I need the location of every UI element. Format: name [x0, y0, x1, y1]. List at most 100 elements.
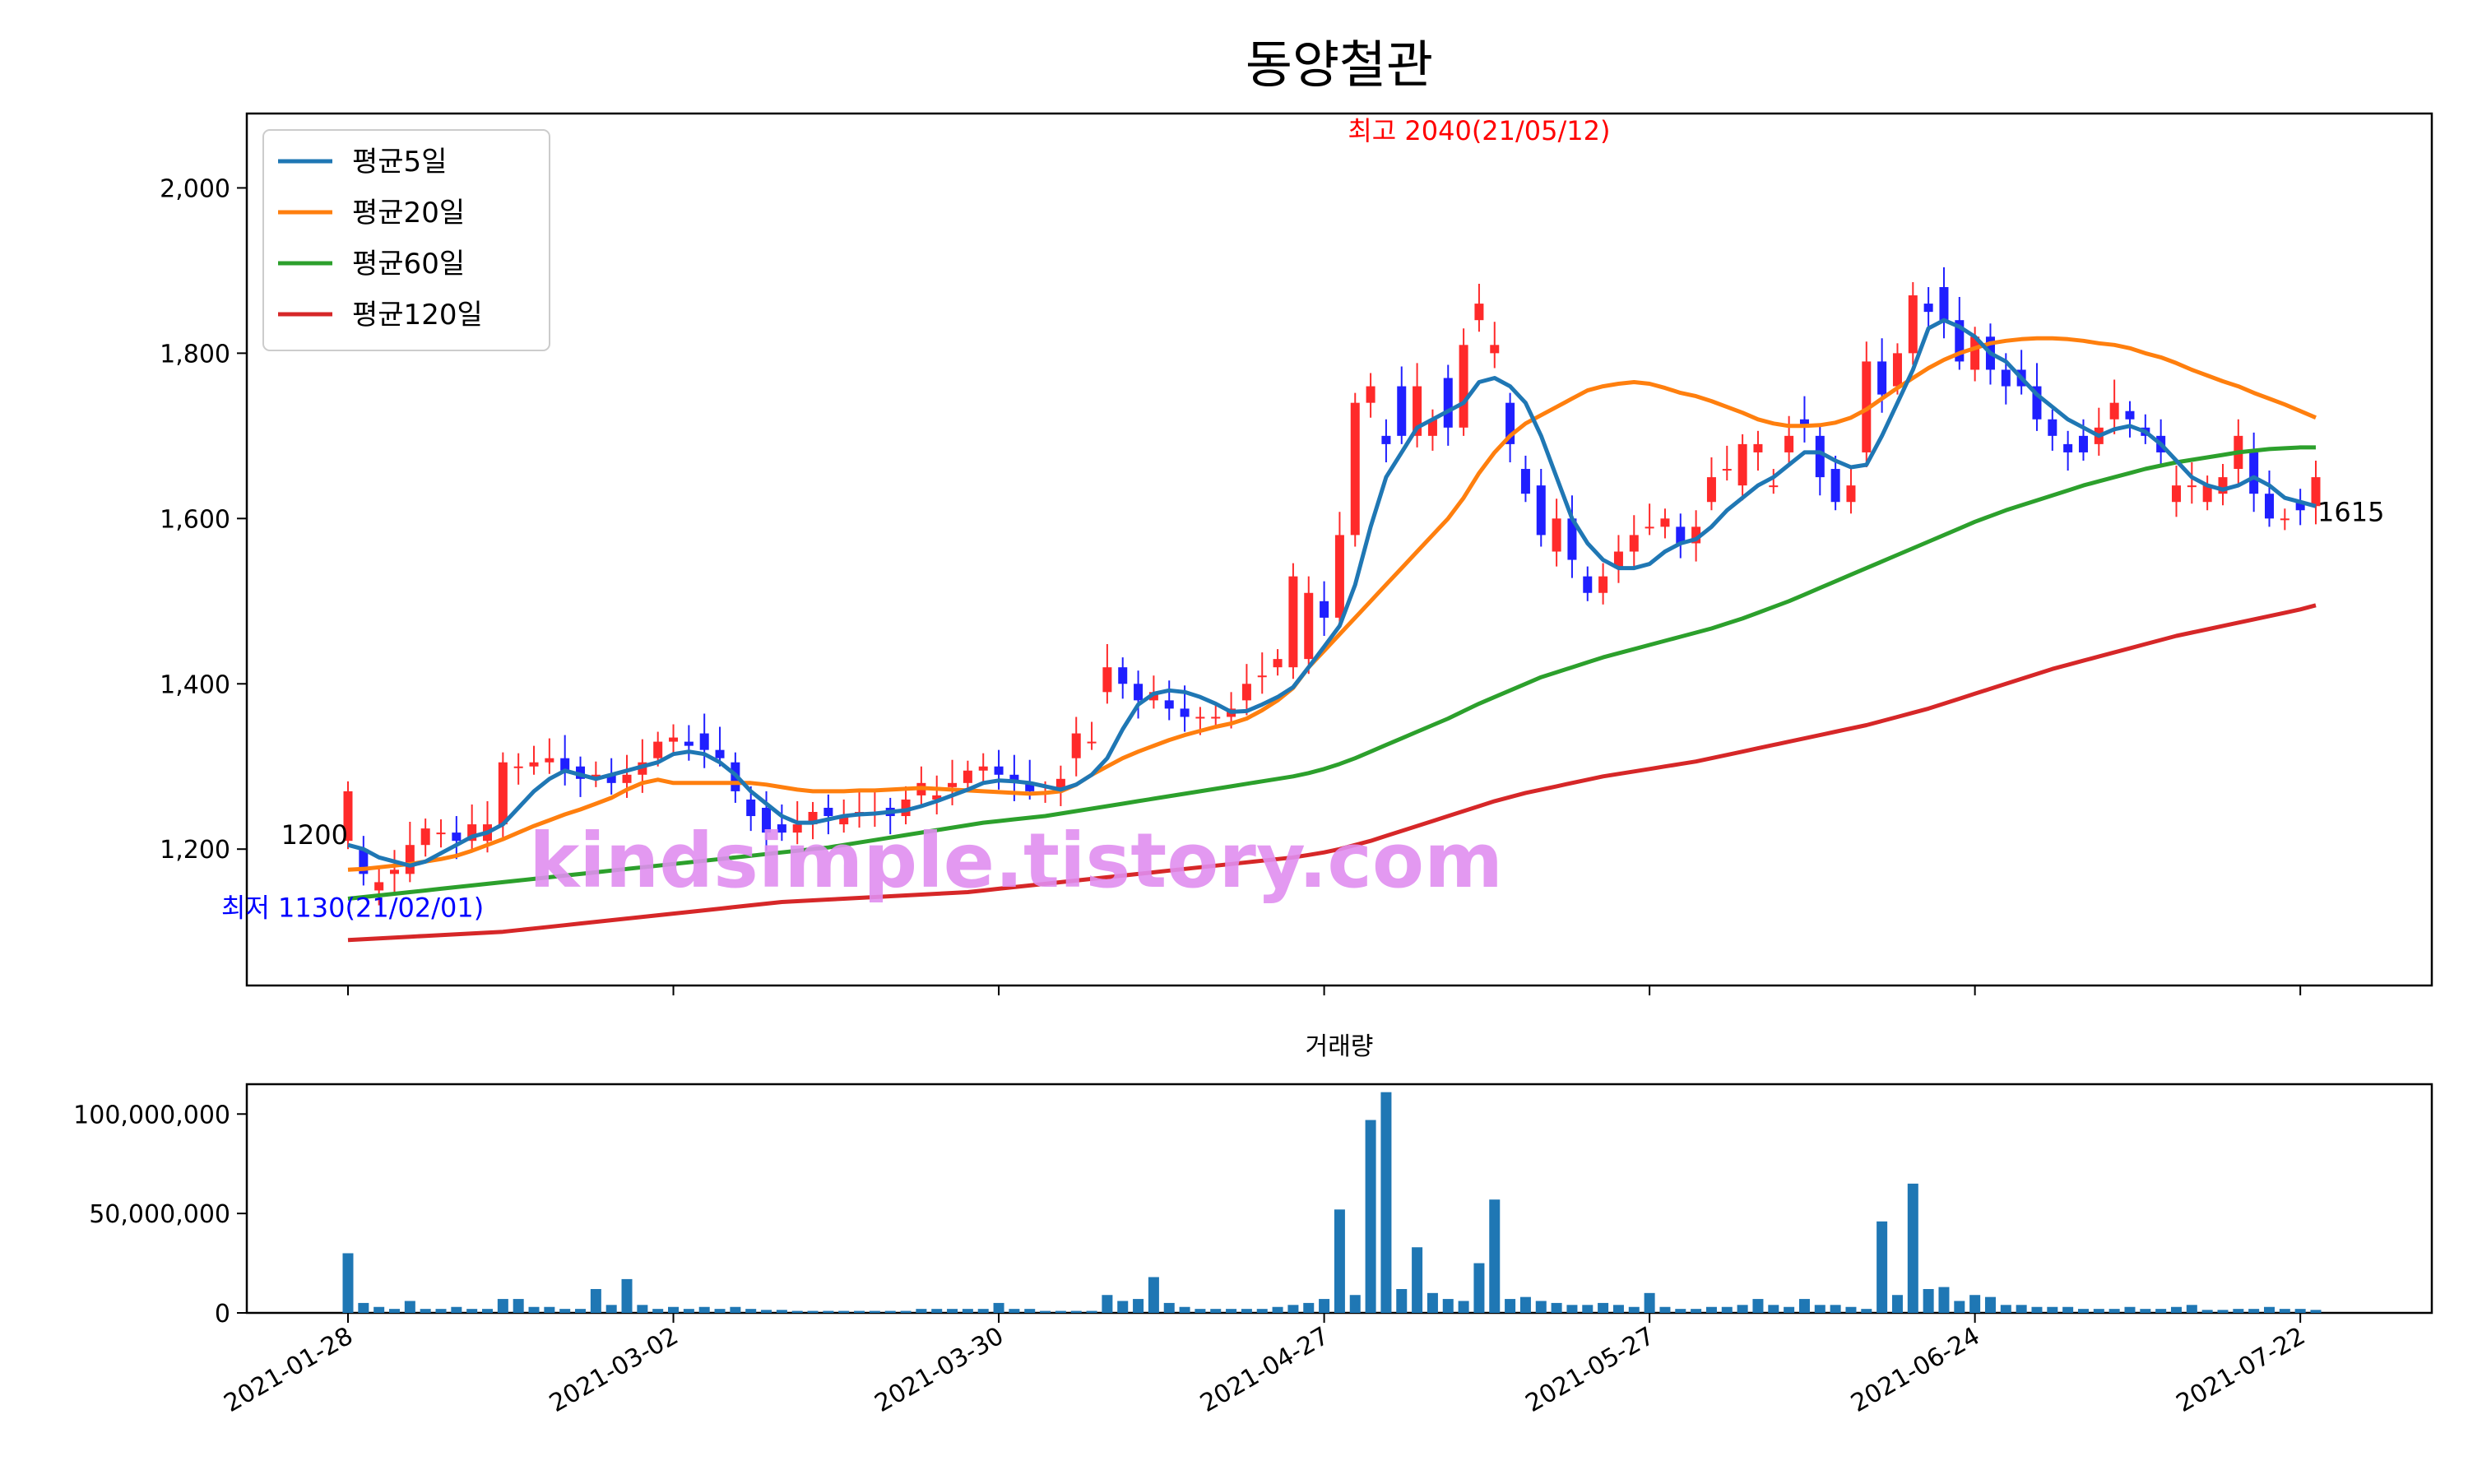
volume-bar: [2170, 1306, 2182, 1313]
x-tick-label: 2021-06-24: [1846, 1322, 1984, 1418]
candle-body: [1552, 518, 1561, 552]
candle-body: [1629, 535, 1639, 552]
volume-bar: [1102, 1295, 1113, 1313]
candle-body: [622, 774, 632, 783]
volume-bar: [1319, 1299, 1330, 1313]
volume-bar: [1798, 1299, 1810, 1313]
volume-bar: [1473, 1263, 1485, 1313]
volume-bar: [838, 1310, 850, 1313]
x-axis: 2021-01-28 2021-03-02 2021-03-30 2021-04-27…: [220, 985, 2310, 1418]
candle-body: [1474, 304, 1484, 321]
volume-bar: [1644, 1292, 1655, 1313]
volume-bar: [1551, 1302, 1562, 1313]
candle-body: [792, 824, 802, 833]
x-tick-label: 2021-07-22: [2172, 1322, 2310, 1418]
volume-bar: [652, 1309, 664, 1313]
candle-body: [498, 762, 508, 825]
ma5-line: [347, 318, 2317, 868]
volume-bar: [869, 1310, 880, 1313]
candle-body: [1691, 526, 1701, 544]
candle-body: [1180, 708, 1190, 717]
candle-body: [1241, 684, 1251, 701]
volume-bar: [1923, 1288, 1934, 1313]
volume-bar: [776, 1310, 787, 1313]
volume-bar: [1210, 1309, 1222, 1313]
volume-bar: [2047, 1306, 2058, 1313]
candle-body: [1304, 592, 1314, 660]
volume-bar: [575, 1309, 587, 1313]
volume-bar: [435, 1309, 447, 1313]
candle-body: [1505, 402, 1515, 444]
volume-bar: [1009, 1309, 1020, 1313]
candle-body: [2264, 494, 2274, 519]
candle-body: [1645, 526, 1654, 529]
candle-body: [994, 766, 1004, 775]
candle-body: [684, 741, 694, 746]
price-panel: 1,200 1,400 1,600 1,800 2,000 최고 2040(21/05/1…: [160, 112, 2433, 987]
volume-bar: [1768, 1305, 1779, 1313]
candle-body: [2001, 369, 2011, 387]
price-tick-label: 1,600: [160, 505, 230, 534]
volume-bar: [497, 1299, 508, 1313]
candle-body: [1892, 353, 1902, 387]
legend-label: 평균5일: [352, 146, 447, 179]
x-tick-label: 2021-03-02: [545, 1322, 683, 1418]
volume-bar: [962, 1309, 973, 1313]
candle-body: [1722, 469, 1732, 471]
volume-bar: [528, 1306, 540, 1313]
candle-body: [1413, 386, 1422, 436]
candle-body: [978, 766, 988, 771]
candle-body: [545, 758, 554, 763]
candle-body: [1939, 286, 1949, 321]
volume-bar: [698, 1306, 710, 1313]
volume-bar: [513, 1299, 524, 1313]
candle-body: [1366, 386, 1375, 403]
price-tick-label: 2,000: [160, 174, 230, 203]
volume-bar: [1427, 1292, 1438, 1313]
volume-bar: [1380, 1092, 1392, 1313]
volume-bar: [2294, 1309, 2306, 1313]
volume-bar: [1814, 1305, 1825, 1313]
volume-bar: [1877, 1221, 1888, 1313]
volume-bar: [2124, 1306, 2136, 1313]
candle-body: [1737, 443, 1747, 486]
volume-bar: [1830, 1305, 1841, 1313]
candle-body: [343, 791, 353, 842]
candle-body: [1118, 667, 1128, 684]
volume-bar: [621, 1278, 633, 1313]
candle-body: [1164, 700, 1174, 709]
candle-body: [823, 807, 833, 817]
candle-body: [529, 762, 539, 767]
volume-bar: [854, 1310, 865, 1313]
x-tick-label: 2021-04-27: [1195, 1322, 1334, 1418]
volume-bar: [1721, 1306, 1733, 1313]
volume-bar: [2000, 1305, 2011, 1313]
volume-bar: [544, 1306, 555, 1313]
candle-body: [1427, 419, 1437, 436]
candle-body: [2295, 502, 2305, 511]
volume-bar: [1148, 1277, 1159, 1313]
candle-body: [405, 845, 415, 874]
candle-body: [839, 816, 849, 825]
volume-bar: [2093, 1309, 2104, 1313]
volume-bar: [1752, 1299, 1764, 1313]
low-price-annotation: 최저 1130(21/02/01): [221, 893, 484, 924]
volume-tick-label: 100,000,000: [73, 1101, 230, 1129]
volume-bar: [1226, 1309, 1237, 1313]
candle-body: [963, 770, 972, 783]
candle-body: [513, 766, 523, 768]
candle-body: [1381, 435, 1391, 444]
volume-bar: [2201, 1310, 2213, 1313]
volume-bar: [1969, 1295, 1981, 1313]
candle-body: [762, 807, 772, 833]
volume-bar: [1845, 1306, 1857, 1313]
candle-body: [1102, 667, 1112, 693]
volume-bar: [2062, 1306, 2074, 1313]
volume-bar: [1458, 1301, 1469, 1313]
candle-body: [669, 737, 679, 742]
candle-body: [1536, 485, 1546, 536]
legend-box: [262, 129, 550, 351]
volume-bar: [1566, 1305, 1578, 1313]
